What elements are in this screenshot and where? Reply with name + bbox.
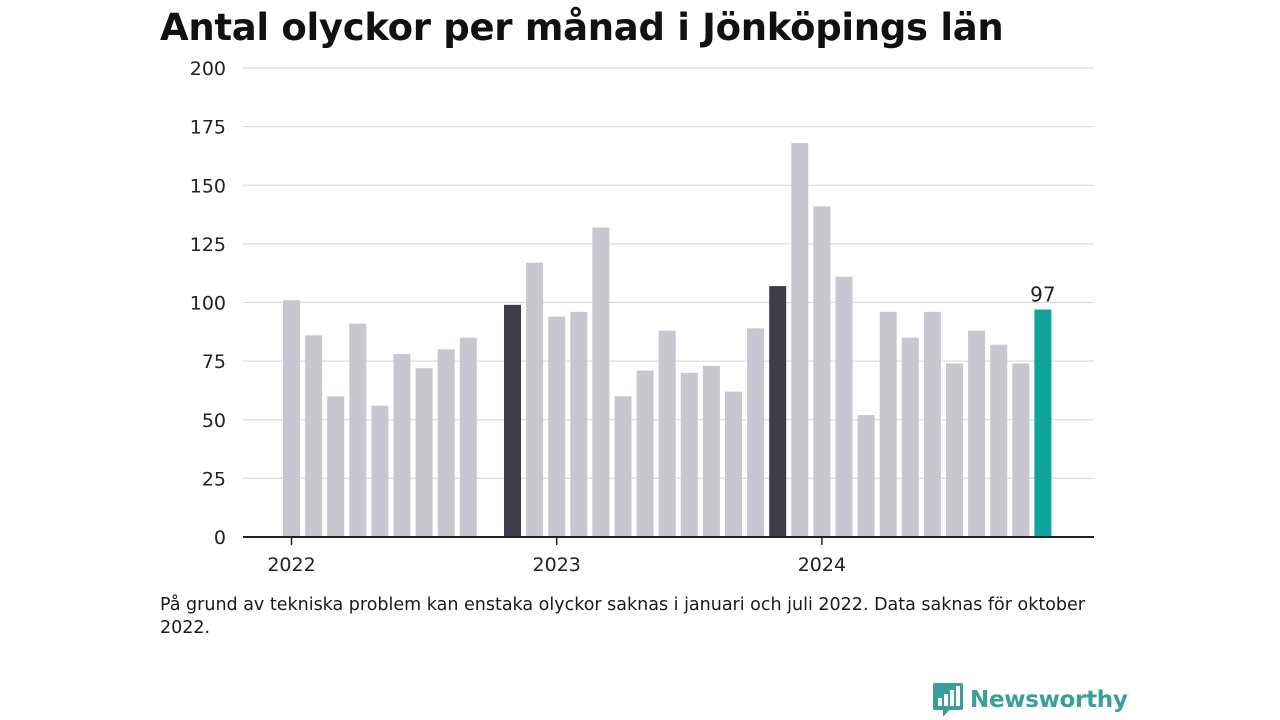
newsworthy-logo-icon — [933, 683, 963, 717]
y-tick-label: 50 — [202, 410, 226, 432]
bar — [747, 328, 765, 537]
bar — [990, 344, 1008, 537]
chart-title: Antal olyckor per månad i Jönköpings län — [160, 6, 1004, 49]
bar — [857, 415, 875, 537]
y-tick-label: 125 — [190, 234, 226, 256]
y-tick-label: 0 — [214, 527, 226, 549]
bar — [901, 337, 919, 537]
bar — [283, 300, 300, 537]
bar — [658, 330, 676, 537]
chart-footnote: På grund av tekniska problem kan enstaka… — [160, 595, 1085, 638]
bar — [879, 311, 897, 537]
x-tick-label: 2024 — [798, 554, 846, 576]
y-tick-label: 100 — [190, 293, 226, 315]
bar — [371, 405, 389, 537]
bar — [813, 206, 831, 538]
bar — [570, 311, 588, 537]
bar — [526, 262, 544, 537]
bar — [835, 276, 853, 537]
bar — [702, 365, 720, 537]
bar — [769, 286, 787, 537]
y-tick-label: 150 — [190, 175, 226, 197]
y-tick-label: 175 — [190, 117, 226, 139]
bar — [415, 368, 433, 537]
bar — [305, 335, 323, 537]
bar — [437, 349, 455, 537]
data-label: 97 — [1030, 283, 1055, 307]
bar — [459, 337, 477, 537]
x-tick-label: 2022 — [267, 554, 315, 576]
bar — [680, 372, 698, 537]
bar — [349, 323, 367, 537]
bar — [725, 391, 742, 537]
brand-logo: Newsworthy — [932, 682, 1128, 718]
bar — [327, 396, 345, 537]
y-tick-label: 75 — [202, 351, 226, 373]
bar — [1034, 309, 1052, 537]
y-tick-label: 200 — [190, 58, 226, 80]
bar — [614, 396, 632, 537]
bar — [968, 330, 986, 537]
bar — [393, 354, 411, 537]
bar — [923, 311, 941, 537]
bar — [592, 227, 610, 537]
bar — [946, 363, 963, 537]
brand-name: Newsworthy — [970, 687, 1128, 713]
bar — [548, 316, 566, 537]
y-tick-label: 25 — [202, 468, 226, 490]
x-tick-label: 2023 — [533, 554, 581, 576]
bar — [636, 370, 654, 537]
bar — [791, 143, 809, 538]
bar — [1012, 363, 1030, 537]
bar — [504, 304, 521, 537]
